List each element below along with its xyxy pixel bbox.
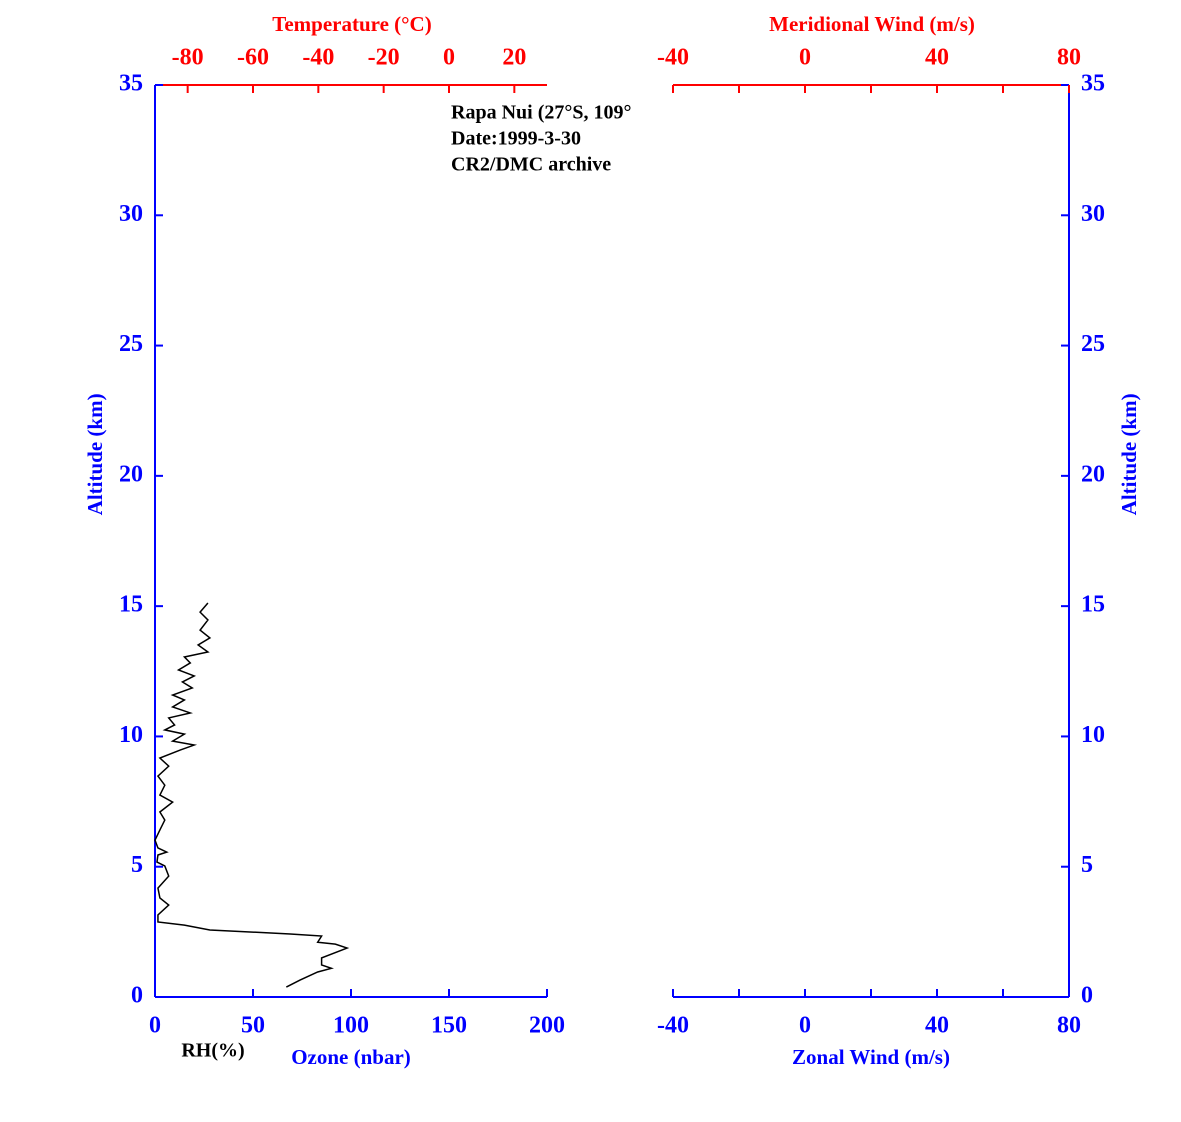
- y-tick-label: 20: [119, 461, 143, 487]
- y-tick-label: 10: [1081, 722, 1105, 748]
- x2-tick-label: -20: [368, 45, 400, 71]
- x2-tick-label: -40: [657, 45, 689, 71]
- x-axis-label: Ozone (nbar): [291, 1045, 411, 1069]
- x-tick-label: 150: [431, 1013, 467, 1039]
- y-axis-label: Altitude (km): [1117, 393, 1141, 515]
- x-tick-label: 100: [333, 1013, 369, 1039]
- x-tick-label: 40: [925, 1013, 949, 1039]
- x-tick-label: -40: [657, 1013, 689, 1039]
- y-tick-label: 25: [119, 331, 143, 357]
- y-tick-label: 5: [1081, 852, 1093, 878]
- x2-axis-label: Temperature (°C): [272, 12, 431, 36]
- data-line: [154, 602, 350, 988]
- x-tick-label: 50: [241, 1013, 265, 1039]
- x-tick-label: 80: [1057, 1013, 1081, 1039]
- y-tick-label: 35: [119, 71, 143, 97]
- y-tick-label: 35: [1081, 71, 1105, 97]
- y-tick-label: 15: [119, 592, 143, 618]
- y-tick-label: 0: [1081, 983, 1093, 1009]
- x2-tick-label: 80: [1057, 45, 1081, 71]
- x-axis-label: Zonal Wind (m/s): [792, 1045, 950, 1069]
- x-tick-label: 200: [529, 1013, 565, 1039]
- x2-tick-label: -60: [237, 45, 269, 71]
- x2-tick-label: 20: [502, 45, 526, 71]
- annotation: CR2/DMC archive: [451, 154, 611, 176]
- x-tick-label: 0: [799, 1013, 811, 1039]
- y-tick-label: 30: [1081, 201, 1105, 227]
- y-axis-label: Altitude (km): [83, 393, 107, 515]
- x2-tick-label: -80: [172, 45, 204, 71]
- annotation: Date:1999-3-30: [451, 128, 581, 150]
- x2-tick-label: -40: [302, 45, 334, 71]
- y-tick-label: 0: [131, 983, 143, 1009]
- y-tick-label: 25: [1081, 331, 1105, 357]
- x-tick-label: 0: [149, 1013, 161, 1039]
- x2-tick-label: 40: [925, 45, 949, 71]
- x2-tick-label: 0: [443, 45, 455, 71]
- x2-tick-label: 0: [799, 45, 811, 71]
- y-tick-label: 20: [1081, 461, 1105, 487]
- y-tick-label: 15: [1081, 592, 1105, 618]
- annotation: Rapa Nui (27°S, 109°: [451, 102, 631, 124]
- y-tick-label: 30: [119, 201, 143, 227]
- x2-axis-label: Meridional Wind (m/s): [769, 12, 975, 36]
- legend-label: RH(%): [181, 1040, 244, 1062]
- y-tick-label: 10: [119, 722, 143, 748]
- y-tick-label: 5: [131, 852, 143, 878]
